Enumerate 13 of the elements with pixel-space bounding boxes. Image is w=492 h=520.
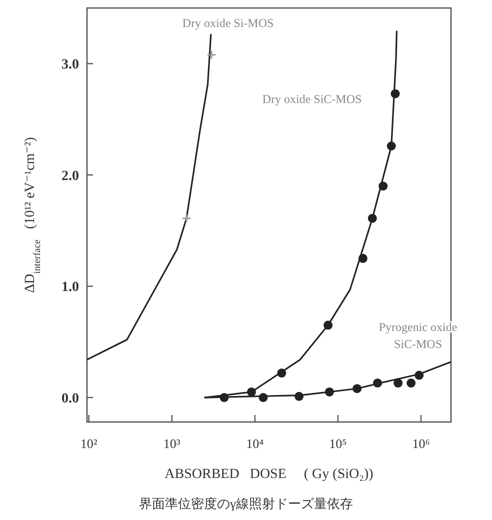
annotation: Dry oxide SiC-MOS bbox=[262, 92, 362, 106]
x-tick-label: 10⁶ bbox=[412, 436, 430, 451]
text: 界面準位密度のγ線照射ドーズ量依存 bbox=[139, 496, 353, 511]
y-tick-label: 0.0 bbox=[62, 392, 79, 407]
x-tick-label: 10⁴ bbox=[246, 436, 264, 451]
x-tick-label: 10² bbox=[80, 436, 98, 451]
y-tick-label: 1.0 bbox=[62, 280, 79, 296]
annotation: Dry oxide Si-MOS bbox=[182, 16, 274, 30]
x-tick-label: 10⁵ bbox=[329, 436, 347, 451]
y-tick-label: 3.0 bbox=[62, 58, 79, 73]
x-tick-label: 10³ bbox=[163, 436, 180, 451]
x-axis-title: ABSORBED DOSE ( Gy (SiO₂)) bbox=[164, 467, 374, 482]
y-tick-label: 2.0 bbox=[62, 168, 79, 184]
